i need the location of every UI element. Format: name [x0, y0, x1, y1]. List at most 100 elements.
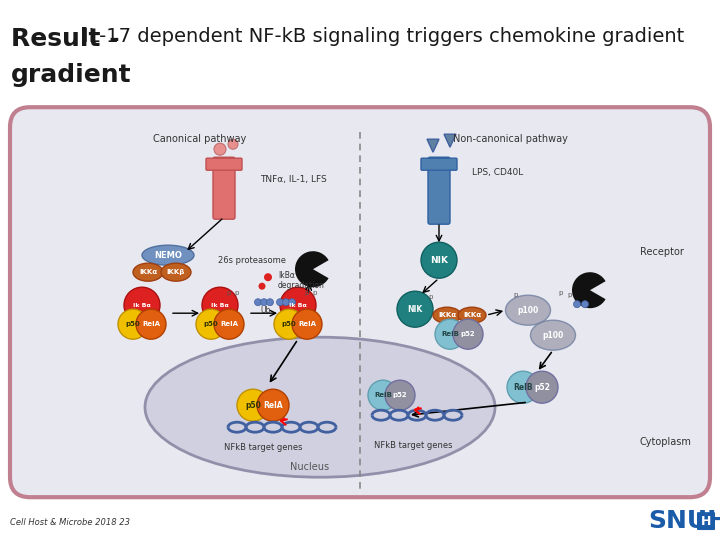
Circle shape [526, 371, 558, 403]
Circle shape [202, 287, 238, 323]
Text: p: p [235, 290, 239, 296]
Circle shape [214, 309, 244, 339]
Circle shape [237, 389, 269, 421]
Circle shape [507, 371, 539, 403]
Text: NIK: NIK [430, 256, 448, 265]
Circle shape [264, 273, 272, 281]
Text: IkBα
degradation: IkBα degradation [278, 271, 325, 290]
Text: Ik Bα: Ik Bα [133, 303, 151, 308]
Circle shape [214, 143, 226, 155]
Text: RelB: RelB [374, 392, 392, 398]
Text: Cell Host & Microbe 2018 23: Cell Host & Microbe 2018 23 [10, 518, 130, 527]
Ellipse shape [161, 263, 191, 281]
Text: p50: p50 [204, 321, 218, 327]
Text: NIK: NIK [408, 305, 423, 314]
Wedge shape [572, 272, 606, 308]
Text: p50: p50 [125, 321, 140, 327]
Text: gradient: gradient [11, 64, 132, 87]
Text: 26s proteasome: 26s proteasome [218, 256, 286, 265]
Polygon shape [444, 134, 456, 147]
Circle shape [289, 299, 295, 306]
Circle shape [136, 309, 166, 339]
Circle shape [385, 380, 415, 410]
FancyBboxPatch shape [10, 107, 710, 497]
Circle shape [228, 139, 238, 149]
Text: Canonical pathway: Canonical pathway [153, 134, 247, 144]
Circle shape [582, 301, 588, 308]
Circle shape [274, 309, 304, 339]
Text: RelA: RelA [298, 321, 316, 327]
Text: Non-canonical pathway: Non-canonical pathway [453, 134, 567, 144]
Text: p52: p52 [392, 392, 408, 398]
Text: RelA: RelA [220, 321, 238, 327]
Ellipse shape [133, 263, 163, 281]
Circle shape [368, 380, 398, 410]
Circle shape [257, 389, 289, 421]
Text: Ik Bα: Ik Bα [289, 303, 307, 308]
Circle shape [118, 309, 148, 339]
Circle shape [258, 283, 266, 289]
Text: p: p [312, 290, 318, 296]
Wedge shape [295, 251, 328, 287]
Text: p: p [305, 290, 309, 296]
Text: IKKβ: IKKβ [167, 269, 185, 275]
Text: RelA: RelA [264, 401, 283, 410]
Text: IKKα: IKKα [463, 312, 481, 318]
Text: p: p [559, 290, 563, 296]
Text: TNFα, IL-1, LFS: TNFα, IL-1, LFS [260, 175, 327, 184]
Text: p: p [568, 292, 572, 298]
Text: LPS, CD40L: LPS, CD40L [472, 168, 523, 177]
FancyBboxPatch shape [213, 157, 235, 219]
Text: Result -: Result - [11, 27, 128, 51]
Ellipse shape [505, 295, 551, 325]
Text: NFkB target genes: NFkB target genes [374, 441, 452, 450]
Text: Ik Bα: Ik Bα [211, 303, 229, 308]
Text: Ub: Ub [261, 306, 271, 315]
Text: p100: p100 [518, 306, 539, 315]
FancyBboxPatch shape [421, 158, 457, 170]
Text: IKKα: IKKα [139, 269, 157, 275]
Circle shape [276, 299, 284, 306]
Text: Cytoplasm: Cytoplasm [640, 437, 692, 447]
Text: p52: p52 [534, 383, 550, 391]
Text: Nucleus: Nucleus [290, 462, 330, 472]
Ellipse shape [458, 307, 486, 323]
Circle shape [261, 299, 268, 306]
FancyBboxPatch shape [697, 512, 715, 530]
Ellipse shape [433, 307, 461, 323]
Text: p: p [429, 294, 433, 300]
Text: NEMO: NEMO [154, 251, 182, 260]
Circle shape [196, 309, 226, 339]
Circle shape [292, 309, 322, 339]
Text: IKKα: IKKα [438, 312, 456, 318]
Text: RelB: RelB [441, 331, 459, 337]
Circle shape [397, 291, 433, 327]
Text: p: p [227, 290, 231, 296]
FancyBboxPatch shape [428, 157, 450, 224]
Ellipse shape [145, 337, 495, 477]
Text: Receptor: Receptor [640, 247, 684, 257]
Circle shape [435, 319, 465, 349]
Circle shape [282, 299, 289, 306]
Text: NFkB target genes: NFkB target genes [224, 443, 302, 451]
Text: RelA: RelA [142, 321, 160, 327]
Ellipse shape [142, 245, 194, 265]
Text: p52: p52 [461, 331, 475, 337]
Circle shape [266, 299, 274, 306]
Text: p100: p100 [542, 330, 564, 340]
Circle shape [574, 301, 580, 308]
Circle shape [453, 319, 483, 349]
Text: H: H [701, 515, 711, 528]
FancyBboxPatch shape [206, 158, 242, 170]
Text: SNUH: SNUH [648, 509, 720, 533]
Circle shape [124, 287, 160, 323]
Circle shape [280, 287, 316, 323]
Ellipse shape [531, 320, 575, 350]
Text: p: p [514, 292, 518, 298]
Text: IL-17 dependent NF-kB signaling triggers chemokine gradient: IL-17 dependent NF-kB signaling triggers… [83, 27, 684, 46]
Circle shape [254, 299, 261, 306]
Text: RelB: RelB [513, 383, 533, 391]
Circle shape [421, 242, 457, 278]
Polygon shape [427, 139, 439, 152]
Text: p50: p50 [245, 401, 261, 410]
